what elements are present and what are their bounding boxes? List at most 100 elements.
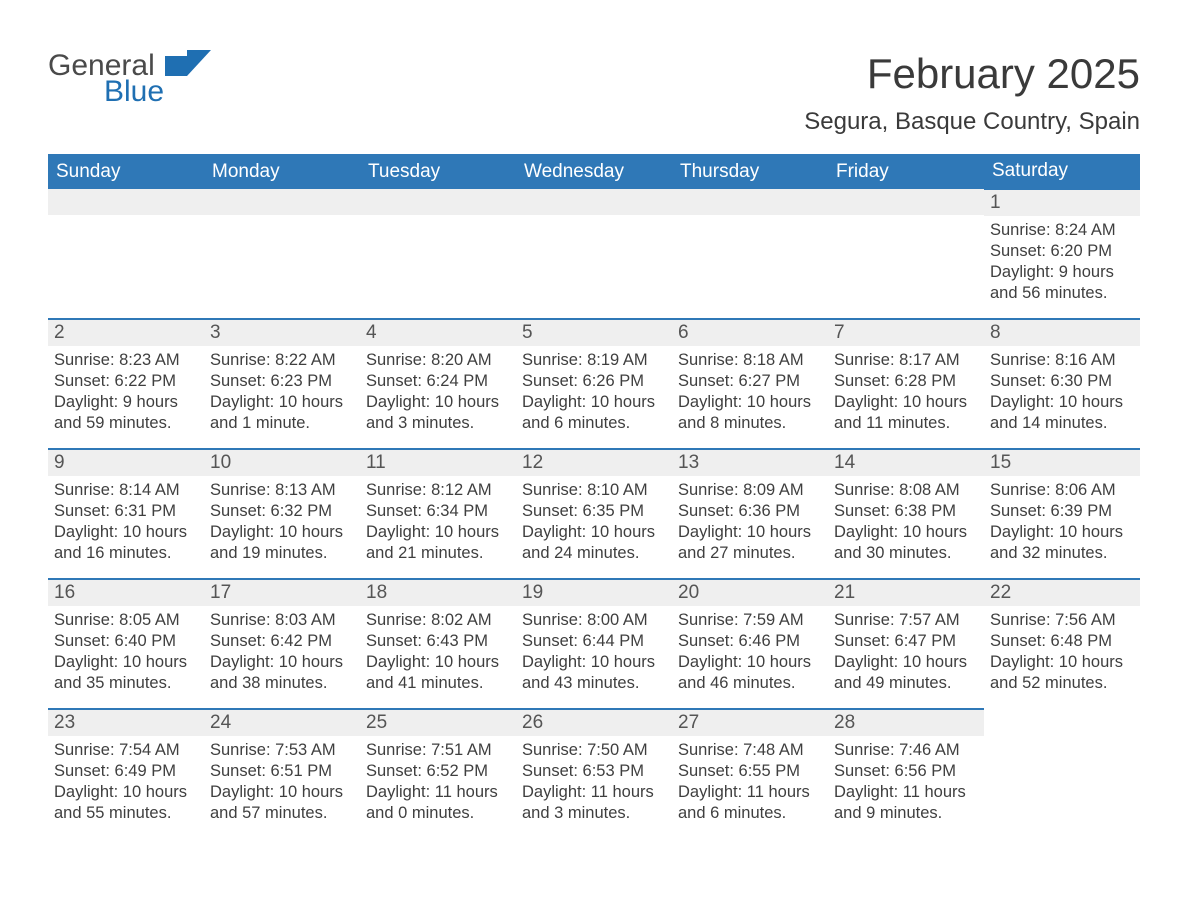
day-number: 5 (516, 320, 672, 346)
calendar-day-cell: 15Sunrise: 8:06 AMSunset: 6:39 PMDayligh… (984, 449, 1140, 579)
day-body: Sunrise: 7:59 AMSunset: 6:46 PMDaylight:… (672, 606, 828, 704)
day-body: Sunrise: 7:56 AMSunset: 6:48 PMDaylight:… (984, 606, 1140, 704)
calendar-day-cell: 12Sunrise: 8:10 AMSunset: 6:35 PMDayligh… (516, 449, 672, 579)
calendar-day-cell: 22Sunrise: 7:56 AMSunset: 6:48 PMDayligh… (984, 579, 1140, 709)
day-body: Sunrise: 8:12 AMSunset: 6:34 PMDaylight:… (360, 476, 516, 574)
day-body: Sunrise: 8:05 AMSunset: 6:40 PMDaylight:… (48, 606, 204, 704)
day-number: 6 (672, 320, 828, 346)
daylight-text: Daylight: 10 hours and 16 minutes. (54, 522, 198, 564)
day-number: 25 (360, 710, 516, 736)
empty-daynum-row (204, 189, 360, 215)
day-body: Sunrise: 8:08 AMSunset: 6:38 PMDaylight:… (828, 476, 984, 574)
calendar-day-cell: 8Sunrise: 8:16 AMSunset: 6:30 PMDaylight… (984, 319, 1140, 449)
day-number: 10 (204, 450, 360, 476)
daylight-text: Daylight: 10 hours and 46 minutes. (678, 652, 822, 694)
sunset-text: Sunset: 6:42 PM (210, 631, 354, 652)
day-body: Sunrise: 8:19 AMSunset: 6:26 PMDaylight:… (516, 346, 672, 444)
sunrise-text: Sunrise: 8:02 AM (366, 610, 510, 631)
calendar-empty-cell (48, 189, 204, 319)
day-number: 11 (360, 450, 516, 476)
day-body: Sunrise: 7:51 AMSunset: 6:52 PMDaylight:… (360, 736, 516, 834)
sunset-text: Sunset: 6:46 PM (678, 631, 822, 652)
sunrise-text: Sunrise: 7:57 AM (834, 610, 978, 631)
day-body: Sunrise: 7:46 AMSunset: 6:56 PMDaylight:… (828, 736, 984, 834)
sunset-text: Sunset: 6:28 PM (834, 371, 978, 392)
daylight-text: Daylight: 10 hours and 52 minutes. (990, 652, 1134, 694)
day-number: 15 (984, 450, 1140, 476)
day-number: 12 (516, 450, 672, 476)
calendar-week-row: 9Sunrise: 8:14 AMSunset: 6:31 PMDaylight… (48, 449, 1140, 579)
sunrise-text: Sunrise: 7:53 AM (210, 740, 354, 761)
day-number: 8 (984, 320, 1140, 346)
calendar-day-cell: 2Sunrise: 8:23 AMSunset: 6:22 PMDaylight… (48, 319, 204, 449)
weekday-header: Tuesday (360, 154, 516, 189)
calendar-day-cell: 1Sunrise: 8:24 AMSunset: 6:20 PMDaylight… (984, 189, 1140, 319)
logo-text: General Blue (48, 50, 211, 107)
day-number: 1 (984, 190, 1140, 216)
day-number: 4 (360, 320, 516, 346)
sunset-text: Sunset: 6:55 PM (678, 761, 822, 782)
sunset-text: Sunset: 6:52 PM (366, 761, 510, 782)
calendar-day-cell: 18Sunrise: 8:02 AMSunset: 6:43 PMDayligh… (360, 579, 516, 709)
day-body: Sunrise: 8:02 AMSunset: 6:43 PMDaylight:… (360, 606, 516, 704)
day-number: 13 (672, 450, 828, 476)
daylight-text: Daylight: 10 hours and 3 minutes. (366, 392, 510, 434)
daylight-text: Daylight: 10 hours and 49 minutes. (834, 652, 978, 694)
sunrise-text: Sunrise: 7:54 AM (54, 740, 198, 761)
day-body: Sunrise: 8:13 AMSunset: 6:32 PMDaylight:… (204, 476, 360, 574)
calendar-day-cell: 7Sunrise: 8:17 AMSunset: 6:28 PMDaylight… (828, 319, 984, 449)
day-body: Sunrise: 7:53 AMSunset: 6:51 PMDaylight:… (204, 736, 360, 834)
calendar-day-cell: 16Sunrise: 8:05 AMSunset: 6:40 PMDayligh… (48, 579, 204, 709)
sunset-text: Sunset: 6:38 PM (834, 501, 978, 522)
day-number: 26 (516, 710, 672, 736)
daylight-text: Daylight: 10 hours and 55 minutes. (54, 782, 198, 824)
sunset-text: Sunset: 6:20 PM (990, 241, 1134, 262)
calendar-day-cell: 5Sunrise: 8:19 AMSunset: 6:26 PMDaylight… (516, 319, 672, 449)
daylight-text: Daylight: 10 hours and 1 minute. (210, 392, 354, 434)
sunset-text: Sunset: 6:53 PM (522, 761, 666, 782)
calendar-week-row: 23Sunrise: 7:54 AMSunset: 6:49 PMDayligh… (48, 709, 1140, 839)
calendar-day-cell: 14Sunrise: 8:08 AMSunset: 6:38 PMDayligh… (828, 449, 984, 579)
calendar-day-cell: 27Sunrise: 7:48 AMSunset: 6:55 PMDayligh… (672, 709, 828, 839)
day-number: 23 (48, 710, 204, 736)
day-number: 22 (984, 580, 1140, 606)
logo-flag-icon (165, 50, 211, 76)
day-body: Sunrise: 8:18 AMSunset: 6:27 PMDaylight:… (672, 346, 828, 444)
day-body: Sunrise: 8:20 AMSunset: 6:24 PMDaylight:… (360, 346, 516, 444)
sunset-text: Sunset: 6:40 PM (54, 631, 198, 652)
sunrise-text: Sunrise: 8:08 AM (834, 480, 978, 501)
calendar-empty-cell (204, 189, 360, 319)
sunrise-text: Sunrise: 7:59 AM (678, 610, 822, 631)
day-body: Sunrise: 8:22 AMSunset: 6:23 PMDaylight:… (204, 346, 360, 444)
day-number: 7 (828, 320, 984, 346)
calendar-day-cell: 20Sunrise: 7:59 AMSunset: 6:46 PMDayligh… (672, 579, 828, 709)
sunrise-text: Sunrise: 8:05 AM (54, 610, 198, 631)
day-body: Sunrise: 8:09 AMSunset: 6:36 PMDaylight:… (672, 476, 828, 574)
calendar-day-cell: 13Sunrise: 8:09 AMSunset: 6:36 PMDayligh… (672, 449, 828, 579)
daylight-text: Daylight: 10 hours and 41 minutes. (366, 652, 510, 694)
sunrise-text: Sunrise: 8:12 AM (366, 480, 510, 501)
sunset-text: Sunset: 6:31 PM (54, 501, 198, 522)
sunrise-text: Sunrise: 8:24 AM (990, 220, 1134, 241)
sunset-text: Sunset: 6:34 PM (366, 501, 510, 522)
calendar-empty-cell (984, 709, 1140, 839)
sunset-text: Sunset: 6:27 PM (678, 371, 822, 392)
daylight-text: Daylight: 11 hours and 0 minutes. (366, 782, 510, 824)
sunset-text: Sunset: 6:32 PM (210, 501, 354, 522)
daylight-text: Daylight: 10 hours and 6 minutes. (522, 392, 666, 434)
day-number: 21 (828, 580, 984, 606)
calendar-week-row: 16Sunrise: 8:05 AMSunset: 6:40 PMDayligh… (48, 579, 1140, 709)
sunset-text: Sunset: 6:36 PM (678, 501, 822, 522)
daylight-text: Daylight: 10 hours and 43 minutes. (522, 652, 666, 694)
sunset-text: Sunset: 6:43 PM (366, 631, 510, 652)
sunset-text: Sunset: 6:56 PM (834, 761, 978, 782)
sunrise-text: Sunrise: 7:51 AM (366, 740, 510, 761)
sunrise-text: Sunrise: 8:19 AM (522, 350, 666, 371)
location-subtitle: Segura, Basque Country, Spain (804, 108, 1140, 136)
calendar-week-row: 2Sunrise: 8:23 AMSunset: 6:22 PMDaylight… (48, 319, 1140, 449)
sunrise-text: Sunrise: 7:46 AM (834, 740, 978, 761)
empty-daynum-row (48, 189, 204, 215)
sunset-text: Sunset: 6:47 PM (834, 631, 978, 652)
daylight-text: Daylight: 9 hours and 59 minutes. (54, 392, 198, 434)
logo: General Blue (48, 50, 211, 107)
